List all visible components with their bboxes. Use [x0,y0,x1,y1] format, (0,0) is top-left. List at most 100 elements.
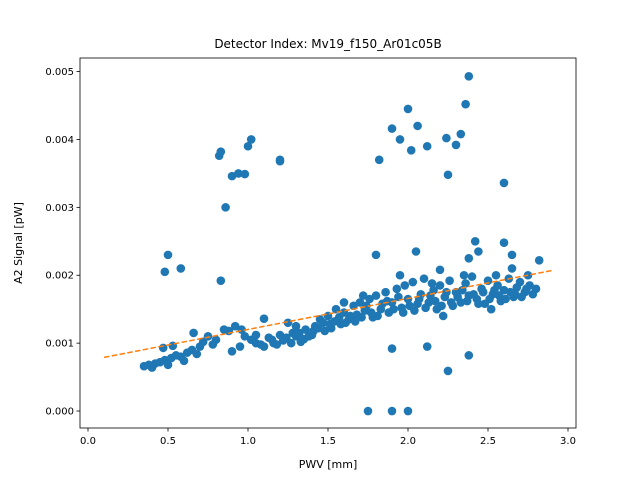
y-axis-label: A2 Signal [pW] [12,202,25,284]
data-point-109 [160,267,170,277]
y-axis: 0.000 0.001 0.002 0.003 0.004 0.005 [45,67,80,418]
data-point-114 [216,147,226,156]
data-point-140 [203,332,213,341]
data-point-94 [534,256,544,265]
data-point-98 [474,247,483,256]
y-tick-label: 0.003 [45,203,74,214]
data-point-137 [363,406,373,416]
data-point-96 [507,250,517,260]
data-point-194 [427,279,437,288]
chart-title: Detector Index: Mv19_f150_Ar01c05B [214,37,441,51]
x-tick-label: 1.5 [320,436,336,447]
x-tick-label: 3.0 [560,436,576,447]
data-point-104 [438,311,448,321]
data-point-164 [382,296,392,306]
data-point-119 [246,135,256,144]
x-tick-label: 2.0 [400,436,416,447]
data-point-189 [517,292,526,302]
data-point-173 [430,296,440,306]
data-point-134 [461,99,470,109]
data-point-23 [235,342,245,351]
data-point-110 [163,250,173,260]
data-point-139 [403,406,413,416]
data-point-107 [443,366,453,376]
data-point-126 [403,104,413,114]
data-point-167 [398,308,408,317]
data-point-159 [357,313,366,322]
data-point-117 [240,169,250,179]
data-point-116 [234,169,243,178]
data-point-108 [464,351,474,360]
data-point-128 [413,121,422,131]
data-point-127 [406,146,416,155]
data-point-133 [456,129,466,139]
data-point-141 [227,346,237,356]
data-point-59 [392,284,402,294]
data-point-156 [341,318,350,328]
data-point-13 [192,349,202,359]
data-point-177 [453,292,462,302]
data-point-99 [464,253,474,263]
data-point-144 [272,340,282,349]
data-point-56 [381,287,390,297]
data-point-95 [499,238,509,247]
data-point-106 [387,344,397,353]
data-point-101 [371,250,381,260]
data-point-147 [294,328,304,338]
data-point-179 [462,296,472,306]
data-point-129 [422,141,432,151]
data-point-199 [339,298,349,307]
data-point-201 [259,342,269,351]
data-point-193 [395,270,405,280]
data-point-123 [374,155,384,165]
data-point-185 [494,291,504,300]
y-tick-label: 0.002 [45,271,74,282]
data-point-197 [507,264,517,273]
data-point-103 [486,304,496,314]
data-point-97 [470,237,480,246]
data-point-192 [358,291,368,300]
data-point-161 [366,308,376,317]
data-point-124 [387,124,397,133]
fit-layer [103,269,553,359]
data-point-6 [163,360,173,370]
data-point-132 [451,140,461,150]
data-point-78 [467,272,477,281]
data-point-24 [240,332,250,341]
data-point-66 [419,274,429,283]
data-point-203 [208,340,218,349]
data-point-146 [286,338,296,348]
data-point-105 [422,342,432,351]
data-point-175 [442,287,451,297]
y-tick-label: 0.005 [45,67,74,78]
data-point-102 [435,265,445,275]
data-point-112 [216,276,226,285]
data-point-162 [373,311,382,321]
data-point-70 [435,281,445,290]
data-point-176 [446,298,456,307]
data-point-17 [189,328,198,338]
x-tick-label: 0.5 [160,436,176,447]
data-point-138 [387,406,397,416]
data-point-165 [389,304,398,314]
data-point-130 [443,170,453,180]
data-point-122 [221,203,230,212]
data-point-28 [259,314,269,324]
data-point-152 [318,318,328,328]
data-point-174 [437,301,446,311]
data-point-111 [176,264,186,273]
data-point-180 [469,289,478,299]
data-point-118 [243,141,253,151]
data-point-200 [291,321,301,331]
data-point-182 [478,287,488,297]
data-point-131 [442,133,451,143]
data-point-37 [301,325,310,334]
data-point-181 [474,299,483,309]
data-point-169 [410,306,419,315]
x-tick-label: 0.0 [80,436,96,447]
data-point-195 [459,270,469,280]
data-point-22 [230,321,240,331]
data-point-160 [362,301,371,311]
data-point-196 [491,270,501,280]
